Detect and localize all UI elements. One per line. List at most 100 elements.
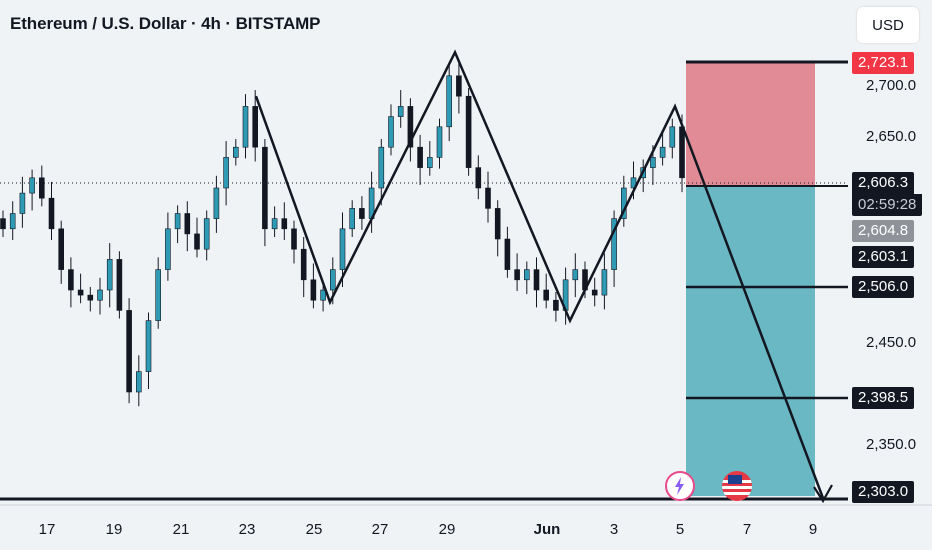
time-tick: 3 (609, 521, 619, 538)
candle-body (300, 248, 307, 281)
candle-body (349, 208, 356, 230)
candle-body (0, 218, 6, 230)
time-tick: 29 (438, 521, 456, 538)
arrow-head-icon (813, 484, 833, 504)
candle-body (271, 218, 278, 230)
candle-body (136, 371, 142, 393)
lightning-glyph (675, 477, 684, 495)
candle-body (514, 269, 520, 281)
entry-label: 2,604.8 (852, 220, 915, 242)
stop-loss-zone (686, 62, 815, 186)
candle-body (262, 146, 268, 230)
candle-body (233, 146, 239, 158)
stop-loss-label: 2,723.1 (852, 52, 915, 74)
candle-body (281, 218, 288, 230)
candle-body (203, 218, 210, 250)
candle-body (213, 187, 220, 219)
candle-body (436, 126, 443, 158)
candle-body (58, 228, 65, 270)
chart-title: Ethereum / U.S. Dollar · 4h · BITSTAMP (10, 14, 321, 33)
time-tick: 23 (238, 521, 256, 538)
level-label: 2,603.1 (852, 246, 915, 268)
candle-body (523, 269, 530, 281)
time-tick: 19 (105, 521, 123, 538)
price-tick: 2,350.0 (866, 436, 917, 453)
time-tick-month: Jun (533, 521, 561, 538)
time-tick: 9 (808, 521, 818, 538)
candle-body (9, 213, 16, 230)
candle-body (446, 75, 453, 128)
candle-body (407, 106, 414, 148)
candle-body (426, 157, 433, 168)
candle-body (19, 192, 26, 214)
time-tick: 21 (172, 521, 190, 538)
candle-body (184, 213, 191, 235)
candle-body (630, 177, 637, 189)
candle-body (339, 228, 346, 270)
candle-body (533, 269, 540, 291)
candle-body (68, 269, 74, 291)
us-flag-glyph (722, 475, 752, 495)
candle-body (601, 269, 608, 296)
candle-body (165, 228, 171, 270)
candle-body (126, 310, 132, 393)
candle-body (320, 289, 326, 301)
candle-body (475, 167, 482, 189)
candle-body (591, 289, 598, 296)
candle-body (388, 116, 394, 148)
candle-body (456, 75, 462, 97)
candle-body (553, 299, 559, 311)
candle-body (679, 126, 685, 179)
candle-body (97, 289, 103, 301)
target-zone (686, 186, 815, 496)
candle-body (611, 218, 617, 270)
candle-body (242, 106, 249, 148)
candle-body (48, 197, 55, 230)
target-1-label: 2,506.0 (852, 276, 915, 298)
candle-body (145, 320, 152, 372)
candle-body (87, 294, 94, 301)
price-tick: 2,450.0 (866, 334, 917, 351)
us-flag-icon[interactable] (722, 471, 752, 501)
candle-body (485, 187, 491, 209)
candle-body (29, 177, 35, 194)
candle-body (669, 126, 676, 148)
candle-body (572, 269, 579, 281)
candle-body (194, 233, 200, 250)
time-tick: 17 (38, 521, 56, 538)
target-3-label: 2,303.0 (852, 481, 915, 503)
price-tick: 2,700.0 (866, 77, 917, 94)
candle-body (378, 146, 385, 189)
candle-body (659, 146, 666, 158)
candle-body (106, 259, 113, 291)
price-tick: 2,650.0 (866, 128, 917, 145)
candle-body (223, 157, 229, 189)
candle-body (650, 157, 656, 168)
candle-body (359, 208, 365, 219)
candle-body (329, 269, 336, 291)
last-price-label: 2,606.3 (852, 172, 915, 194)
candle-body (77, 289, 84, 296)
candle-body (155, 269, 161, 321)
candle-body (543, 289, 550, 301)
time-tick: 27 (371, 521, 389, 538)
candle-body (174, 213, 181, 230)
candle-body (417, 146, 423, 168)
candle-body (504, 238, 511, 270)
countdown-label: 02:59:28 (852, 194, 923, 216)
candle-body (252, 106, 258, 148)
target-2-label: 2,398.5 (852, 387, 915, 409)
lightning-icon[interactable] (665, 471, 695, 501)
pattern-zigzag (254, 49, 825, 499)
candle-body (116, 259, 123, 311)
candle-body (310, 279, 317, 301)
candle-body (494, 208, 501, 240)
time-tick: 5 (675, 521, 685, 538)
time-tick: 7 (742, 521, 752, 538)
candle-body (38, 177, 45, 199)
currency-button[interactable]: USD (857, 7, 919, 43)
candles (0, 59, 685, 407)
candle-body (397, 106, 404, 117)
